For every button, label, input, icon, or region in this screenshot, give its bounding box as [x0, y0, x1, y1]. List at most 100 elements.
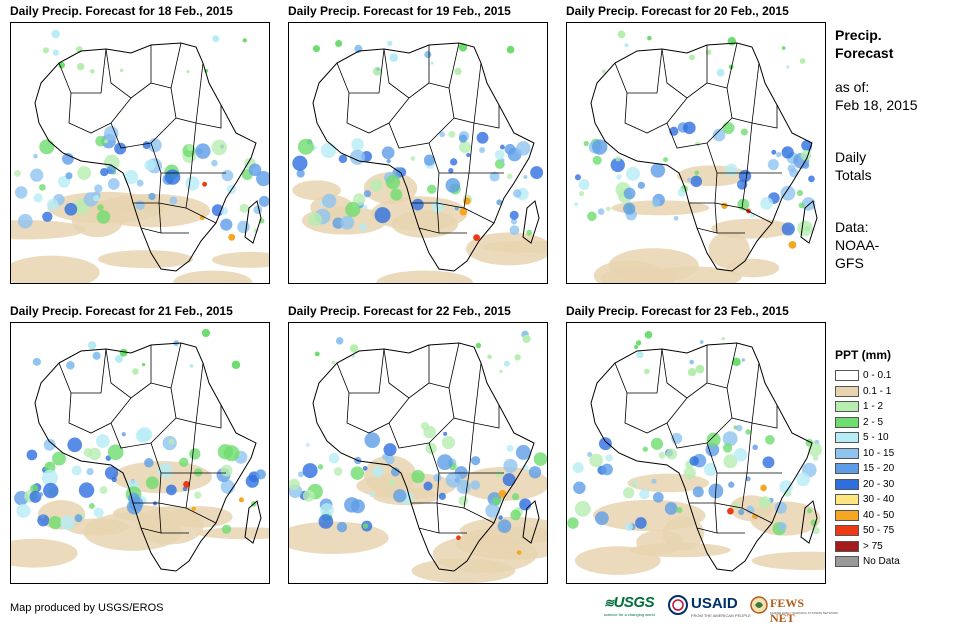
rain-cell	[231, 360, 241, 370]
rain-cell	[100, 167, 109, 177]
country-border	[68, 92, 132, 134]
rain-cell	[44, 461, 56, 473]
rain-cell	[721, 337, 725, 341]
legend-label: 40 - 50	[863, 509, 895, 521]
legend-label: 0.1 - 1	[863, 385, 892, 397]
country-border	[428, 342, 460, 389]
rain-cell	[289, 478, 300, 490]
heavy-rain-cell	[456, 535, 461, 541]
country-border	[336, 48, 385, 94]
rain-cell	[642, 446, 648, 452]
legend-rows: 0 - 0.1 0.1 - 1 1 - 2 2 - 5 5 - 10 10 - 15 15 …	[835, 368, 960, 570]
dry-area	[11, 538, 78, 568]
rain-cell	[248, 163, 262, 177]
rain-cell	[424, 50, 432, 59]
dry-area	[482, 240, 547, 253]
rain-cell	[383, 443, 397, 457]
country-border	[751, 405, 778, 429]
country-border	[110, 117, 177, 149]
rain-cell	[441, 435, 456, 450]
rain-cell	[292, 155, 308, 171]
rain-cell	[336, 521, 348, 533]
rain-cell	[438, 492, 446, 500]
rain-cell	[470, 480, 481, 490]
rain-cell	[16, 503, 31, 518]
rain-cell	[781, 46, 786, 50]
country-border	[741, 207, 773, 224]
rain-cell	[305, 442, 310, 447]
rain-cell	[74, 514, 83, 523]
rain-cell	[297, 471, 304, 478]
rain-cell	[362, 466, 368, 471]
heavy-rain-cell	[727, 507, 734, 515]
rain-cell	[677, 188, 686, 197]
rain-cell	[351, 354, 355, 358]
rain-cell	[86, 468, 94, 476]
country-border	[150, 122, 197, 174]
rain-cell	[738, 508, 745, 516]
rain-cell	[319, 201, 324, 206]
rain-cell	[201, 328, 211, 338]
dry-area	[391, 210, 459, 238]
rain-cell	[386, 158, 391, 164]
rain-cell	[237, 220, 250, 234]
rain-cell	[639, 488, 650, 500]
country-border	[428, 42, 460, 89]
rain-cell	[776, 151, 782, 158]
madagascar-outline	[522, 200, 540, 244]
rain-cell	[221, 524, 232, 534]
rain-cell	[88, 503, 95, 509]
rain-cell	[186, 69, 190, 74]
rain-cell	[390, 467, 400, 477]
rain-cell	[18, 213, 33, 229]
legend-label: No Data	[863, 556, 900, 568]
rain-cell	[104, 139, 109, 144]
country-border	[195, 105, 222, 129]
rain-cell	[592, 155, 602, 165]
dry-area	[459, 466, 547, 501]
fews-net-logo: FEWS NET FAMINE EARLY WARNING SYSTEMS NE…	[750, 594, 838, 625]
rain-cell	[78, 482, 95, 498]
rain-cell	[258, 195, 269, 207]
rain-cell	[66, 360, 75, 370]
heavy-rain-cell	[238, 497, 244, 503]
rain-cell	[578, 179, 590, 190]
rain-cell	[476, 131, 489, 144]
legend-swatch	[835, 432, 859, 444]
country-border	[473, 405, 500, 429]
rain-cell	[89, 69, 95, 74]
rain-cell	[340, 215, 355, 230]
rain-cell	[189, 448, 201, 460]
rain-cell	[466, 152, 471, 158]
dry-area	[376, 270, 474, 283]
rain-cell	[516, 141, 531, 156]
rain-cell	[39, 184, 46, 191]
legend-item: 50 - 75	[835, 523, 960, 539]
rain-cell	[256, 171, 269, 187]
rain-cell	[302, 463, 318, 479]
rain-cell	[808, 175, 815, 183]
country-border	[140, 527, 162, 534]
rain-cell	[51, 29, 60, 39]
rain-cell	[212, 35, 220, 43]
rain-cell	[220, 218, 233, 231]
rain-cell	[651, 478, 657, 484]
rain-cell	[779, 480, 793, 494]
country-border	[140, 227, 162, 234]
rain-cell	[495, 470, 504, 478]
rain-cell	[673, 215, 679, 221]
legend-label: 0 - 0.1	[863, 370, 892, 382]
rain-cell	[328, 452, 340, 464]
rain-cell	[644, 331, 653, 339]
rain-cell	[114, 354, 124, 363]
rain-cell	[427, 184, 437, 194]
forecast-map	[10, 22, 270, 284]
rain-cell	[624, 43, 629, 48]
country-border	[158, 172, 192, 209]
rain-cell	[106, 165, 116, 175]
country-border	[436, 172, 470, 209]
rain-cell	[787, 164, 796, 173]
legend-item: 10 - 15	[835, 446, 960, 462]
rain-cell	[437, 454, 453, 471]
legend-item: 15 - 20	[835, 461, 960, 477]
